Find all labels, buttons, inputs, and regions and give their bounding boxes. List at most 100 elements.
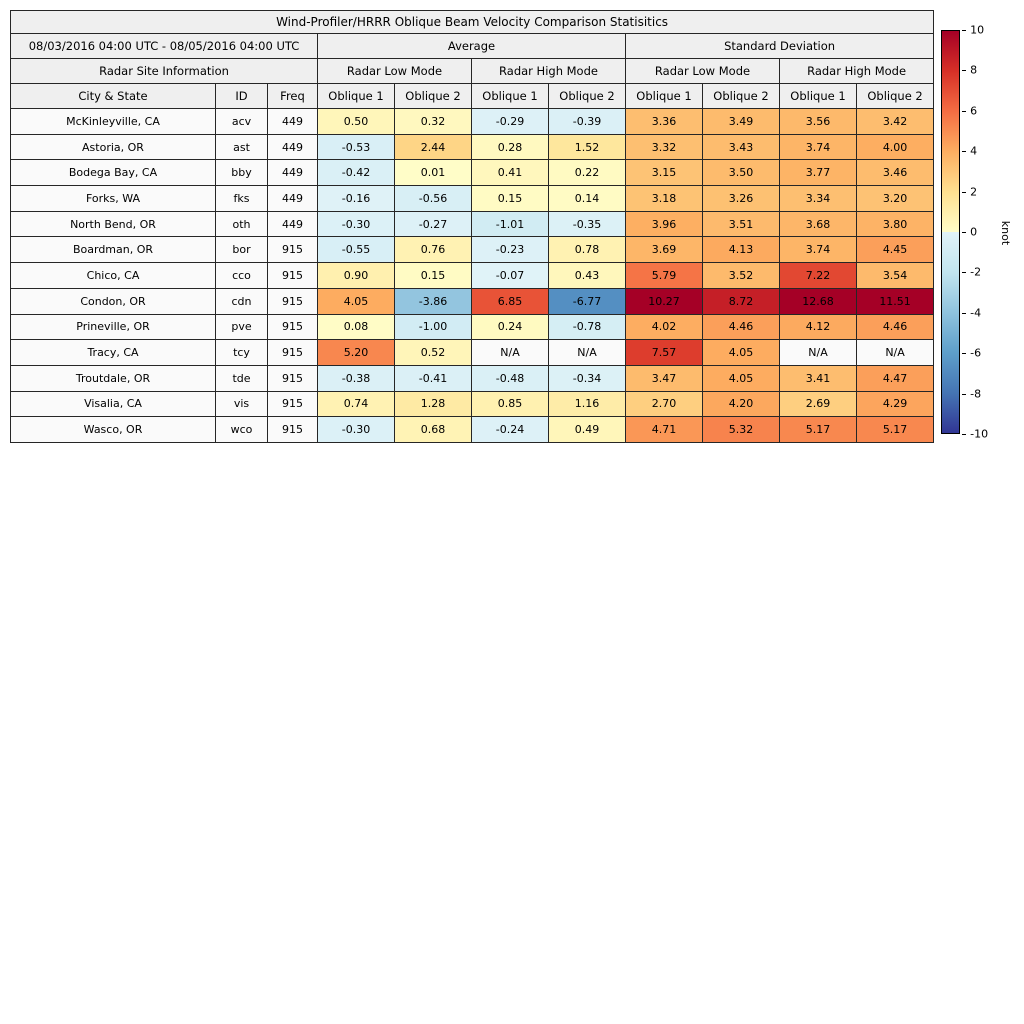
table-row: Chico, CA cco 915 0.90 0.15 -0.07 0.43 5.79 3.52…: [10, 262, 935, 289]
value-cell: 4.20: [702, 390, 780, 418]
freq-cell: 915: [267, 416, 318, 443]
value-cell: -0.35: [548, 210, 626, 238]
column-header-4: Oblique 2: [394, 83, 472, 109]
freq-cell: 449: [267, 210, 318, 238]
group-header-standard-deviation: Standard Deviation: [624, 33, 935, 59]
avg-low-mode-header: Radar Low Mode: [317, 58, 472, 84]
colorbar-tick-label: -2: [970, 265, 982, 279]
table-body: McKinleyville, CA acv 449 0.50 0.32 -0.29 -0.3…: [10, 108, 935, 443]
freq-cell: 915: [267, 262, 318, 289]
column-header-2: Freq: [267, 83, 318, 109]
colorbar-tick: [962, 272, 967, 274]
value-cell: 5.17: [779, 416, 857, 443]
stats-table: Wind-Profiler/HRRR Oblique Beam Velocity…: [9, 10, 935, 443]
colorbar-tick-label: 8: [970, 63, 978, 77]
std-high-mode-header: Radar High Mode: [778, 58, 935, 84]
value-cell: N/A: [855, 339, 935, 366]
value-cell: 0.85: [471, 390, 549, 418]
table-row: North Bend, OR oth 449 -0.30 -0.27 -1.01 -0.35…: [10, 210, 935, 238]
value-cell: -3.86: [394, 287, 472, 315]
value-cell: 7.57: [625, 339, 703, 366]
colorbar-tick: [962, 151, 967, 153]
city-cell: Chico, CA: [10, 262, 216, 289]
city-cell: Bodega Bay, CA: [10, 159, 216, 187]
value-cell: 0.32: [394, 108, 472, 135]
colorbar-tick: [962, 312, 967, 314]
table-row: Wasco, OR wco 915 -0.30 0.68 -0.24 0.49 4.71 5.3…: [10, 416, 935, 443]
value-cell: 3.54: [855, 262, 935, 289]
value-cell: 0.41: [471, 159, 549, 187]
freq-cell: 915: [267, 390, 318, 418]
value-cell: 3.34: [779, 185, 857, 212]
id-cell: pve: [215, 313, 268, 341]
value-cell: 3.18: [625, 185, 703, 212]
value-cell: -0.23: [471, 236, 549, 264]
value-cell: 4.12: [779, 313, 857, 341]
city-cell: Forks, WA: [10, 185, 216, 212]
value-cell: 3.32: [625, 133, 703, 161]
value-cell: 3.52: [702, 262, 780, 289]
table-row: McKinleyville, CA acv 449 0.50 0.32 -0.29 -0.3…: [10, 108, 935, 135]
value-cell: 0.78: [548, 236, 626, 264]
value-cell: 0.90: [317, 262, 395, 289]
value-cell: 2.44: [394, 133, 472, 161]
city-cell: Astoria, OR: [10, 133, 216, 161]
value-cell: 3.46: [855, 159, 935, 187]
value-cell: -0.55: [317, 236, 395, 264]
value-cell: 3.68: [779, 210, 857, 238]
city-cell: North Bend, OR: [10, 210, 216, 238]
table-row: Troutdale, OR tde 915 -0.38 -0.41 -0.48 -0.34 3…: [10, 364, 935, 392]
id-cell: cdn: [215, 287, 268, 315]
value-cell: -0.53: [317, 133, 395, 161]
value-cell: 3.15: [625, 159, 703, 187]
value-cell: 0.74: [317, 390, 395, 418]
city-cell: Troutdale, OR: [10, 364, 216, 392]
group-header-row-2: Radar Site Information Radar Low Mode Ra…: [10, 58, 935, 84]
colorbar-tick-label: -10: [970, 427, 989, 441]
table-row: Boardman, OR bor 915 -0.55 0.76 -0.23 0.78 3.69…: [10, 236, 935, 264]
value-cell: 4.13: [702, 236, 780, 264]
table-row: Tracy, CA tcy 915 5.20 0.52 N/A N/A 7.57 4.05 N/A…: [10, 339, 935, 366]
city-cell: Boardman, OR: [10, 236, 216, 264]
value-cell: 0.15: [394, 262, 472, 289]
value-cell: 4.29: [855, 390, 935, 418]
value-cell: 0.50: [317, 108, 395, 135]
city-cell: Prineville, OR: [10, 313, 216, 341]
column-header-7: Oblique 1: [625, 83, 703, 109]
freq-cell: 449: [267, 133, 318, 161]
id-cell: wco: [215, 416, 268, 443]
value-cell: 3.41: [779, 364, 857, 392]
value-cell: -0.34: [548, 364, 626, 392]
std-low-mode-header: Radar Low Mode: [625, 58, 780, 84]
value-cell: N/A: [548, 339, 626, 366]
value-cell: 2.69: [779, 390, 857, 418]
value-cell: 8.72: [702, 287, 780, 315]
value-cell: 0.49: [548, 416, 626, 443]
value-cell: 3.49: [702, 108, 780, 135]
freq-cell: 449: [267, 108, 318, 135]
column-header-6: Oblique 2: [548, 83, 626, 109]
value-cell: 0.22: [548, 159, 626, 187]
value-cell: 3.74: [779, 133, 857, 161]
table-row: Forks, WA fks 449 -0.16 -0.56 0.15 0.14 3.18 3.2…: [10, 185, 935, 212]
id-cell: ast: [215, 133, 268, 161]
freq-cell: 915: [267, 236, 318, 264]
value-cell: 5.17: [855, 416, 935, 443]
freq-cell: 915: [267, 313, 318, 341]
table-row: Astoria, OR ast 449 -0.53 2.44 0.28 1.52 3.32 3.…: [10, 133, 935, 161]
value-cell: 0.76: [394, 236, 472, 264]
column-header-row: City & State ID Freq Oblique 1 Oblique 2 Obli…: [10, 83, 935, 109]
column-header-8: Oblique 2: [702, 83, 780, 109]
colorbar-tick: [962, 70, 967, 72]
avg-high-mode-header: Radar High Mode: [471, 58, 626, 84]
colorbar-tick: [962, 191, 967, 193]
group-header-average: Average: [317, 33, 626, 59]
id-cell: cco: [215, 262, 268, 289]
value-cell: 3.74: [779, 236, 857, 264]
column-header-5: Oblique 1: [471, 83, 549, 109]
table-title: Wind-Profiler/HRRR Oblique Beam Velocity…: [9, 10, 935, 34]
column-header-1: ID: [215, 83, 268, 109]
value-cell: 3.96: [625, 210, 703, 238]
value-cell: 3.56: [779, 108, 857, 135]
value-cell: -0.78: [548, 313, 626, 341]
